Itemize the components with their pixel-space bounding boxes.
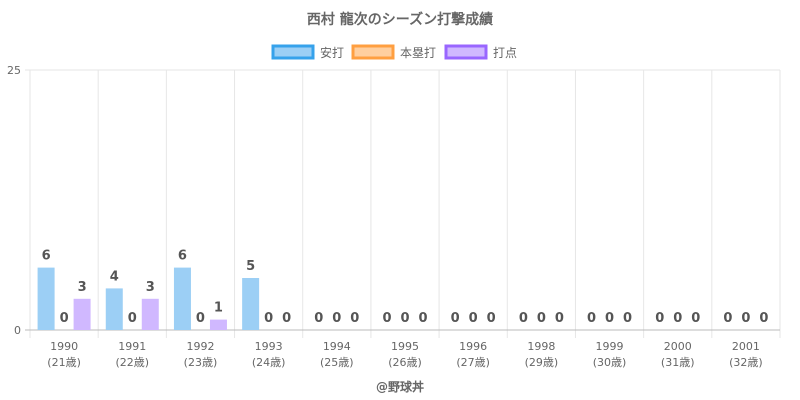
data-label: 0 bbox=[723, 311, 732, 326]
x-tick-label: 1993 bbox=[255, 340, 283, 353]
bar-打点 bbox=[141, 298, 159, 330]
bar-安打 bbox=[173, 267, 191, 330]
data-label: 0 bbox=[691, 311, 700, 326]
legend-label: 安打 bbox=[320, 45, 344, 60]
x-tick-sublabel: (23歳) bbox=[184, 356, 218, 369]
x-tick-sublabel: (21歳) bbox=[47, 356, 81, 369]
x-tick-label: 2001 bbox=[732, 340, 760, 353]
data-label: 0 bbox=[655, 311, 664, 326]
x-tick-sublabel: (22歳) bbox=[115, 356, 149, 369]
y-tick-label: 25 bbox=[7, 64, 21, 77]
x-tick-label: 1990 bbox=[50, 340, 78, 353]
x-tick-label: 1992 bbox=[186, 340, 214, 353]
x-tick-label: 1991 bbox=[118, 340, 146, 353]
data-label: 0 bbox=[469, 311, 478, 326]
data-label: 0 bbox=[487, 311, 496, 326]
bar-打点 bbox=[73, 298, 91, 330]
x-tick-label: 1996 bbox=[459, 340, 487, 353]
x-tick-sublabel: (31歳) bbox=[661, 356, 695, 369]
data-label: 0 bbox=[623, 311, 632, 326]
legend-swatch bbox=[351, 44, 395, 60]
data-label: 0 bbox=[519, 311, 528, 326]
x-tick-label: 1999 bbox=[596, 340, 624, 353]
bar-安打 bbox=[105, 288, 123, 330]
y-tick-label: 0 bbox=[14, 324, 21, 337]
x-tick-sublabel: (32歳) bbox=[729, 356, 763, 369]
data-label: 5 bbox=[246, 259, 255, 274]
data-label: 3 bbox=[78, 280, 87, 295]
data-label: 0 bbox=[555, 311, 564, 326]
legend-swatch bbox=[271, 44, 315, 60]
data-label: 0 bbox=[400, 311, 409, 326]
x-tick-sublabel: (27歳) bbox=[456, 356, 490, 369]
data-label: 0 bbox=[282, 311, 291, 326]
data-label: 0 bbox=[759, 311, 768, 326]
x-tick-label: 1994 bbox=[323, 340, 351, 353]
data-label: 0 bbox=[451, 311, 460, 326]
credit-label: @野球丼 bbox=[376, 379, 424, 394]
chart-title: 西村 龍次のシーズン打撃成績 bbox=[307, 11, 493, 28]
legend-label: 本塁打 bbox=[400, 46, 436, 60]
data-label: 0 bbox=[264, 311, 273, 326]
data-label: 0 bbox=[418, 311, 427, 326]
data-label: 0 bbox=[350, 311, 359, 326]
data-label: 0 bbox=[128, 311, 137, 326]
x-tick-sublabel: (25歳) bbox=[320, 356, 354, 369]
legend-label: 打点 bbox=[493, 46, 517, 60]
data-label: 0 bbox=[314, 311, 323, 326]
x-tick-label: 2000 bbox=[664, 340, 692, 353]
data-label: 6 bbox=[42, 249, 51, 264]
data-label: 1 bbox=[214, 301, 223, 316]
x-tick-sublabel: (30歳) bbox=[593, 356, 627, 369]
data-label: 0 bbox=[673, 311, 682, 326]
data-label: 0 bbox=[741, 311, 750, 326]
bar-打点 bbox=[209, 319, 227, 330]
x-tick-sublabel: (24歳) bbox=[252, 356, 286, 369]
data-label: 0 bbox=[587, 311, 596, 326]
x-tick-label: 1998 bbox=[527, 340, 555, 353]
legend-swatch bbox=[444, 44, 488, 60]
data-label: 4 bbox=[110, 269, 119, 284]
data-label: 0 bbox=[605, 311, 614, 326]
bar-安打 bbox=[242, 278, 260, 330]
bar-安打 bbox=[37, 267, 55, 330]
x-tick-sublabel: (26歳) bbox=[388, 356, 422, 369]
x-tick-sublabel: (29歳) bbox=[525, 356, 559, 369]
data-label: 3 bbox=[146, 280, 155, 295]
data-label: 0 bbox=[332, 311, 341, 326]
data-label: 0 bbox=[537, 311, 546, 326]
data-label: 6 bbox=[178, 249, 187, 264]
data-label: 0 bbox=[60, 311, 69, 326]
x-tick-label: 1995 bbox=[391, 340, 419, 353]
data-label: 0 bbox=[382, 311, 391, 326]
data-label: 0 bbox=[196, 311, 205, 326]
